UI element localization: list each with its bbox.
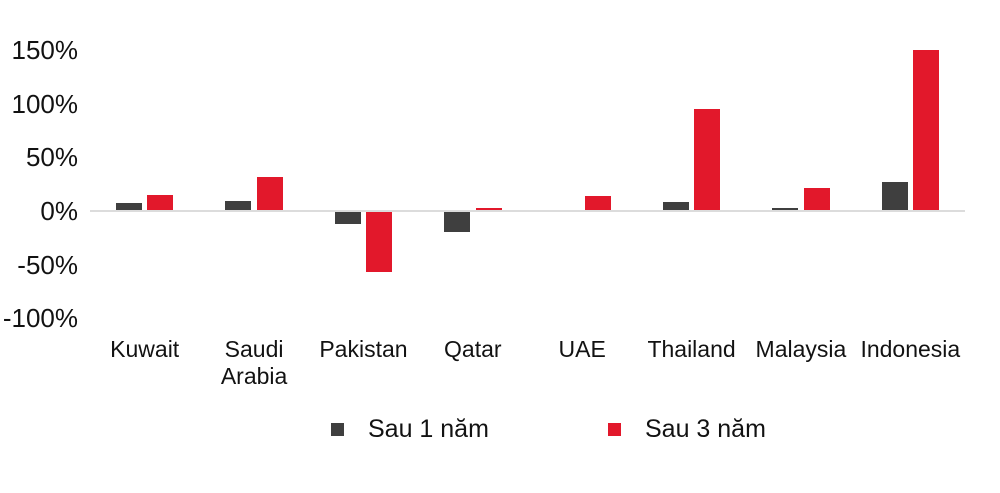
y-axis-tick-label: 100% — [11, 88, 79, 119]
bar-sau-1-nam-pakistan — [334, 211, 361, 224]
legend-swatch-square-icon — [608, 422, 621, 436]
x-axis-category-label-uae: UAE — [558, 336, 606, 362]
bar-sau-1-nam-saudi-arabia — [225, 201, 252, 211]
bar-sau-3-nam-pakistan — [366, 211, 393, 273]
bar-sau-3-nam-uae — [584, 195, 611, 211]
x-axis-line — [90, 210, 965, 212]
legend-label: Sau 3 năm — [645, 415, 766, 443]
x-axis-category-label-kuwait: Kuwait — [110, 336, 180, 362]
bar-sau-3-nam-qatar — [475, 207, 502, 211]
bar-sau-1-nam-indonesia — [881, 182, 908, 211]
y-axis-tick-label: -100% — [2, 303, 78, 334]
y-axis-tick-label: 50% — [25, 142, 78, 173]
y-axis-tick-label: 0% — [40, 196, 78, 226]
bar-sau-1-nam-malaysia — [772, 207, 799, 211]
legend-item-sau-1-nam: Sau 1 năm — [331, 415, 489, 443]
x-axis-category-label-pakistan: Pakistan — [319, 336, 408, 362]
x-axis-category-label-thailand: Thailand — [647, 336, 736, 362]
legend-swatch-square-icon — [331, 422, 344, 436]
x-axis-category-label-qatar: Qatar — [444, 336, 502, 362]
y-axis-tick-label: -50% — [17, 249, 78, 280]
bar-sau-3-nam-saudi-arabia — [256, 176, 283, 211]
bar-sau-1-nam-qatar — [444, 211, 471, 233]
x-axis-category-label-malaysia: Malaysia — [755, 336, 847, 362]
x-axis-category-label-indonesia: Indonesia — [860, 336, 961, 362]
bar-sau-3-nam-indonesia — [913, 50, 940, 211]
legend-item-sau-3-nam: Sau 3 năm — [608, 415, 766, 443]
legend: Sau 1 năm Sau 3 năm — [0, 415, 1000, 445]
x-axis-category-label-saudi-arabia: Saudi Arabia — [220, 336, 288, 389]
legend-label: Sau 1 năm — [368, 415, 489, 443]
bar-sau-1-nam-thailand — [662, 202, 689, 211]
bar-sau-3-nam-malaysia — [803, 188, 830, 211]
bar-sau-3-nam-kuwait — [147, 194, 174, 211]
bar-sau-1-nam-kuwait — [115, 203, 142, 211]
bar-sau-3-nam-thailand — [694, 109, 721, 211]
y-axis-tick-label: 150% — [11, 35, 79, 66]
